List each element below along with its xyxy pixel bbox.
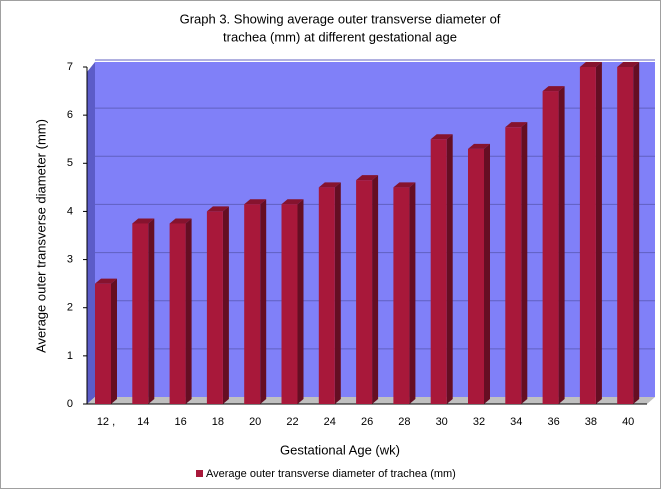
bar [617, 67, 634, 404]
bar [132, 223, 149, 404]
bar [356, 180, 373, 404]
bar [505, 127, 522, 404]
legend-label: Average outer transverse diameter of tra… [206, 468, 456, 480]
x-tick-label: 12 , [97, 416, 115, 428]
x-tick-label: 24 [324, 416, 336, 428]
bar [579, 67, 596, 404]
bar-top [579, 62, 602, 67]
bar-side [484, 143, 490, 405]
bar-top [542, 86, 565, 92]
bar [430, 139, 447, 404]
y-tick-label: 4 [67, 205, 73, 217]
bar-side [558, 86, 565, 405]
bar [244, 204, 261, 404]
x-tick-label: 40 [622, 416, 634, 428]
y-tick-label: 5 [67, 157, 73, 169]
bar-top [244, 199, 267, 205]
bar-top [617, 62, 640, 67]
bar-top [132, 218, 155, 224]
bar [318, 187, 335, 404]
chart-title: trachea (mm) at different gestational ag… [223, 29, 457, 44]
y-tick-label: 2 [67, 302, 73, 314]
x-tick-label: 32 [473, 416, 485, 428]
bar-side [521, 122, 528, 404]
y-tick-label: 0 [67, 398, 73, 410]
bar [206, 211, 223, 404]
bar-side [185, 218, 192, 404]
y-tick-label: 3 [67, 253, 73, 265]
x-tick-label: 16 [174, 416, 186, 428]
bar-top [318, 182, 341, 188]
x-tick-label: 18 [212, 416, 224, 428]
y-axis-title: Average outer transverse diameter (mm) [33, 119, 48, 353]
bar-side [334, 182, 341, 404]
x-tick-label: 30 [436, 416, 448, 428]
bar-top [468, 143, 490, 149]
x-tick-label: 20 [249, 416, 261, 428]
bar-side [372, 175, 379, 404]
bar [468, 148, 484, 404]
x-axis-title: Gestational Age (wk) [280, 442, 400, 457]
bar-top [281, 199, 304, 205]
y-tick-label: 6 [67, 109, 73, 121]
bar-side [446, 134, 453, 404]
legend-swatch [196, 470, 203, 477]
bar-top [393, 182, 416, 188]
x-tick-label: 36 [547, 416, 559, 428]
bar-side [260, 199, 267, 404]
bar [169, 223, 186, 404]
x-tick-label: 38 [585, 416, 597, 428]
bar-top [356, 175, 379, 181]
bar-top [505, 122, 528, 128]
bar-top [206, 206, 229, 212]
bar-side [111, 278, 117, 404]
bar-side [595, 62, 602, 404]
bar-top [95, 278, 117, 284]
x-tick-label: 22 [286, 416, 298, 428]
bar [95, 283, 111, 404]
bar-side [222, 206, 229, 404]
chart-title: Graph 3. Showing average outer transvers… [180, 11, 501, 26]
bar [281, 204, 298, 404]
bar-side [297, 199, 304, 404]
bar [542, 91, 559, 405]
bar-side [409, 182, 416, 404]
x-tick-label: 26 [361, 416, 373, 428]
side-wall [87, 62, 95, 404]
bar [393, 187, 410, 404]
x-tick-label: 34 [510, 416, 522, 428]
x-tick-label: 14 [137, 416, 149, 428]
bar-top [169, 218, 192, 224]
y-tick-label: 7 [67, 61, 73, 73]
bar-side [633, 62, 640, 404]
bar-side [148, 218, 155, 404]
y-tick-label: 1 [67, 350, 73, 362]
bar-top [430, 134, 453, 140]
x-tick-label: 28 [398, 416, 410, 428]
